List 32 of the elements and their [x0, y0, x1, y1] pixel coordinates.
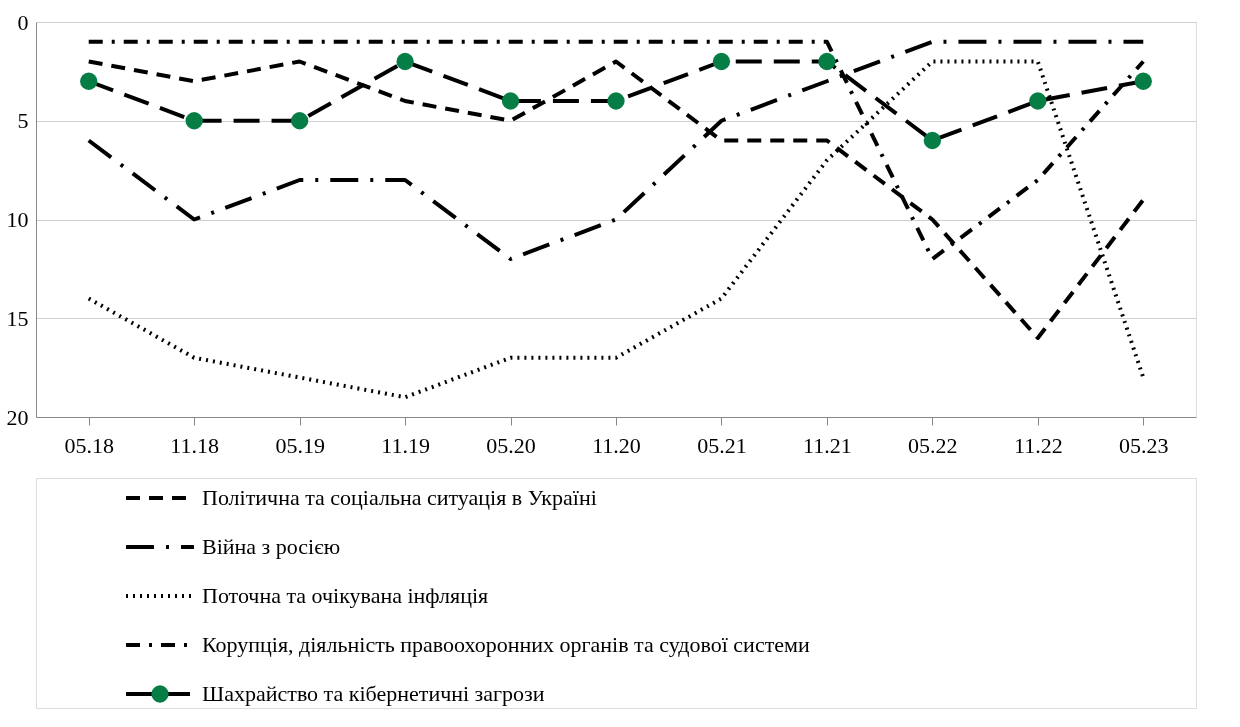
legend-label: Війна з росією	[202, 534, 341, 559]
x-tick-label: 05.18	[64, 432, 114, 458]
point	[396, 52, 414, 71]
y-tick-label: 20	[6, 404, 29, 430]
legend-label: Шахрайство та кібернетичні загрози	[202, 681, 545, 706]
legend-label: Політична та соціальна ситуація в Україні	[202, 485, 597, 510]
x-tick-label: 11.21	[803, 432, 852, 458]
x-tick-label: 11.22	[1013, 432, 1063, 458]
y-tick-label: 5	[17, 108, 29, 134]
x-tick-label: 05.19	[275, 432, 325, 458]
point	[1029, 92, 1047, 110]
x-tick-label: 11.18	[170, 432, 220, 458]
point	[923, 131, 942, 150]
point	[712, 52, 731, 71]
x-tick-label: 11.19	[381, 432, 430, 458]
legend-label: Корупція, діяльність правоохоронних органів та судової системи	[202, 632, 810, 657]
point	[185, 112, 203, 130]
point	[1134, 72, 1152, 90]
x-tick-label: 11.20	[592, 432, 641, 458]
point	[607, 92, 625, 110]
x-tick-label: 05.22	[908, 432, 958, 458]
x-tick-label: 05.20	[486, 432, 536, 458]
y-tick-label: 15	[6, 305, 29, 331]
y-tick-label: 10	[6, 207, 29, 232]
legend-label: Поточна та очікувана інфляція	[202, 583, 489, 608]
point	[290, 112, 309, 130]
x-tick-label: 05.21	[697, 432, 747, 458]
point	[818, 52, 836, 71]
x-tick-label: 05.23	[1119, 432, 1169, 458]
y-tick-label: 0	[17, 9, 29, 35]
point	[501, 92, 520, 110]
point	[80, 72, 98, 90]
